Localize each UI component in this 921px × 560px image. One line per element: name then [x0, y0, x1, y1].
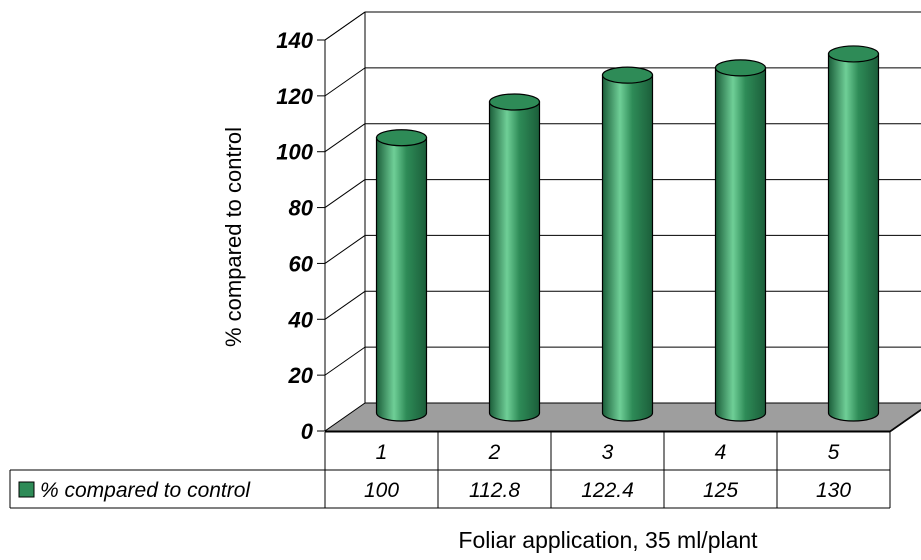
gridline-side [324, 123, 366, 153]
gridline-side [324, 11, 366, 41]
x-tick-label: 3 [602, 441, 614, 464]
gridline-side [324, 179, 366, 208]
legend-swatch [18, 481, 35, 498]
data-table: 1 2 3 4 5 100 112.8 122.4 125 130 % compared to co… [9, 409, 921, 509]
y-tick-label: 20 [288, 363, 314, 388]
data-table-value: 122.4 [581, 479, 634, 502]
gridline-side [324, 67, 366, 97]
y-axis-label: % compared to control [221, 127, 246, 347]
x-tick-label: 4 [715, 441, 727, 464]
y-tick-label: 140 [276, 28, 313, 53]
y-tick-label: 40 [288, 307, 314, 332]
gridline-side [324, 346, 366, 376]
bar-body [375, 137, 428, 422]
x-tick-label: 5 [828, 441, 840, 464]
bars [375, 45, 880, 422]
y-tick-label: 60 [289, 251, 314, 276]
bar-body [827, 53, 880, 422]
bar-top [714, 59, 767, 77]
data-table-value: 130 [816, 479, 851, 502]
bar-top [375, 129, 428, 147]
table-line [889, 409, 921, 433]
bar-top [827, 45, 880, 63]
gridline-side [324, 235, 366, 264]
gridline-side [324, 290, 366, 320]
bar-top [601, 66, 654, 84]
y-tick-label: 0 [301, 419, 314, 444]
bar-cylinder [714, 59, 767, 422]
x-tick-label: 2 [488, 441, 501, 464]
bar-cylinder [827, 45, 880, 422]
bar-cylinder [601, 66, 654, 422]
bar-body [714, 67, 767, 422]
bar-cylinder [375, 129, 428, 422]
y-tick-label: 80 [289, 196, 314, 221]
y-tick-label: 100 [276, 140, 313, 165]
x-tick-label: 1 [376, 441, 388, 464]
legend-label: % compared to control [40, 479, 251, 502]
data-table-value: 125 [703, 479, 738, 502]
bar-body [488, 101, 541, 422]
bar-body [601, 74, 654, 422]
bar-cylinder [488, 93, 541, 422]
y-axis: 0 20 40 60 80 100 120 140 [276, 28, 325, 444]
data-table-value: 100 [364, 479, 399, 502]
x-axis-label: Foliar application, 35 ml/plant [458, 527, 758, 553]
bar-top [488, 93, 541, 111]
y-tick-label: 120 [276, 84, 313, 109]
data-table-value: 112.8 [469, 479, 520, 502]
